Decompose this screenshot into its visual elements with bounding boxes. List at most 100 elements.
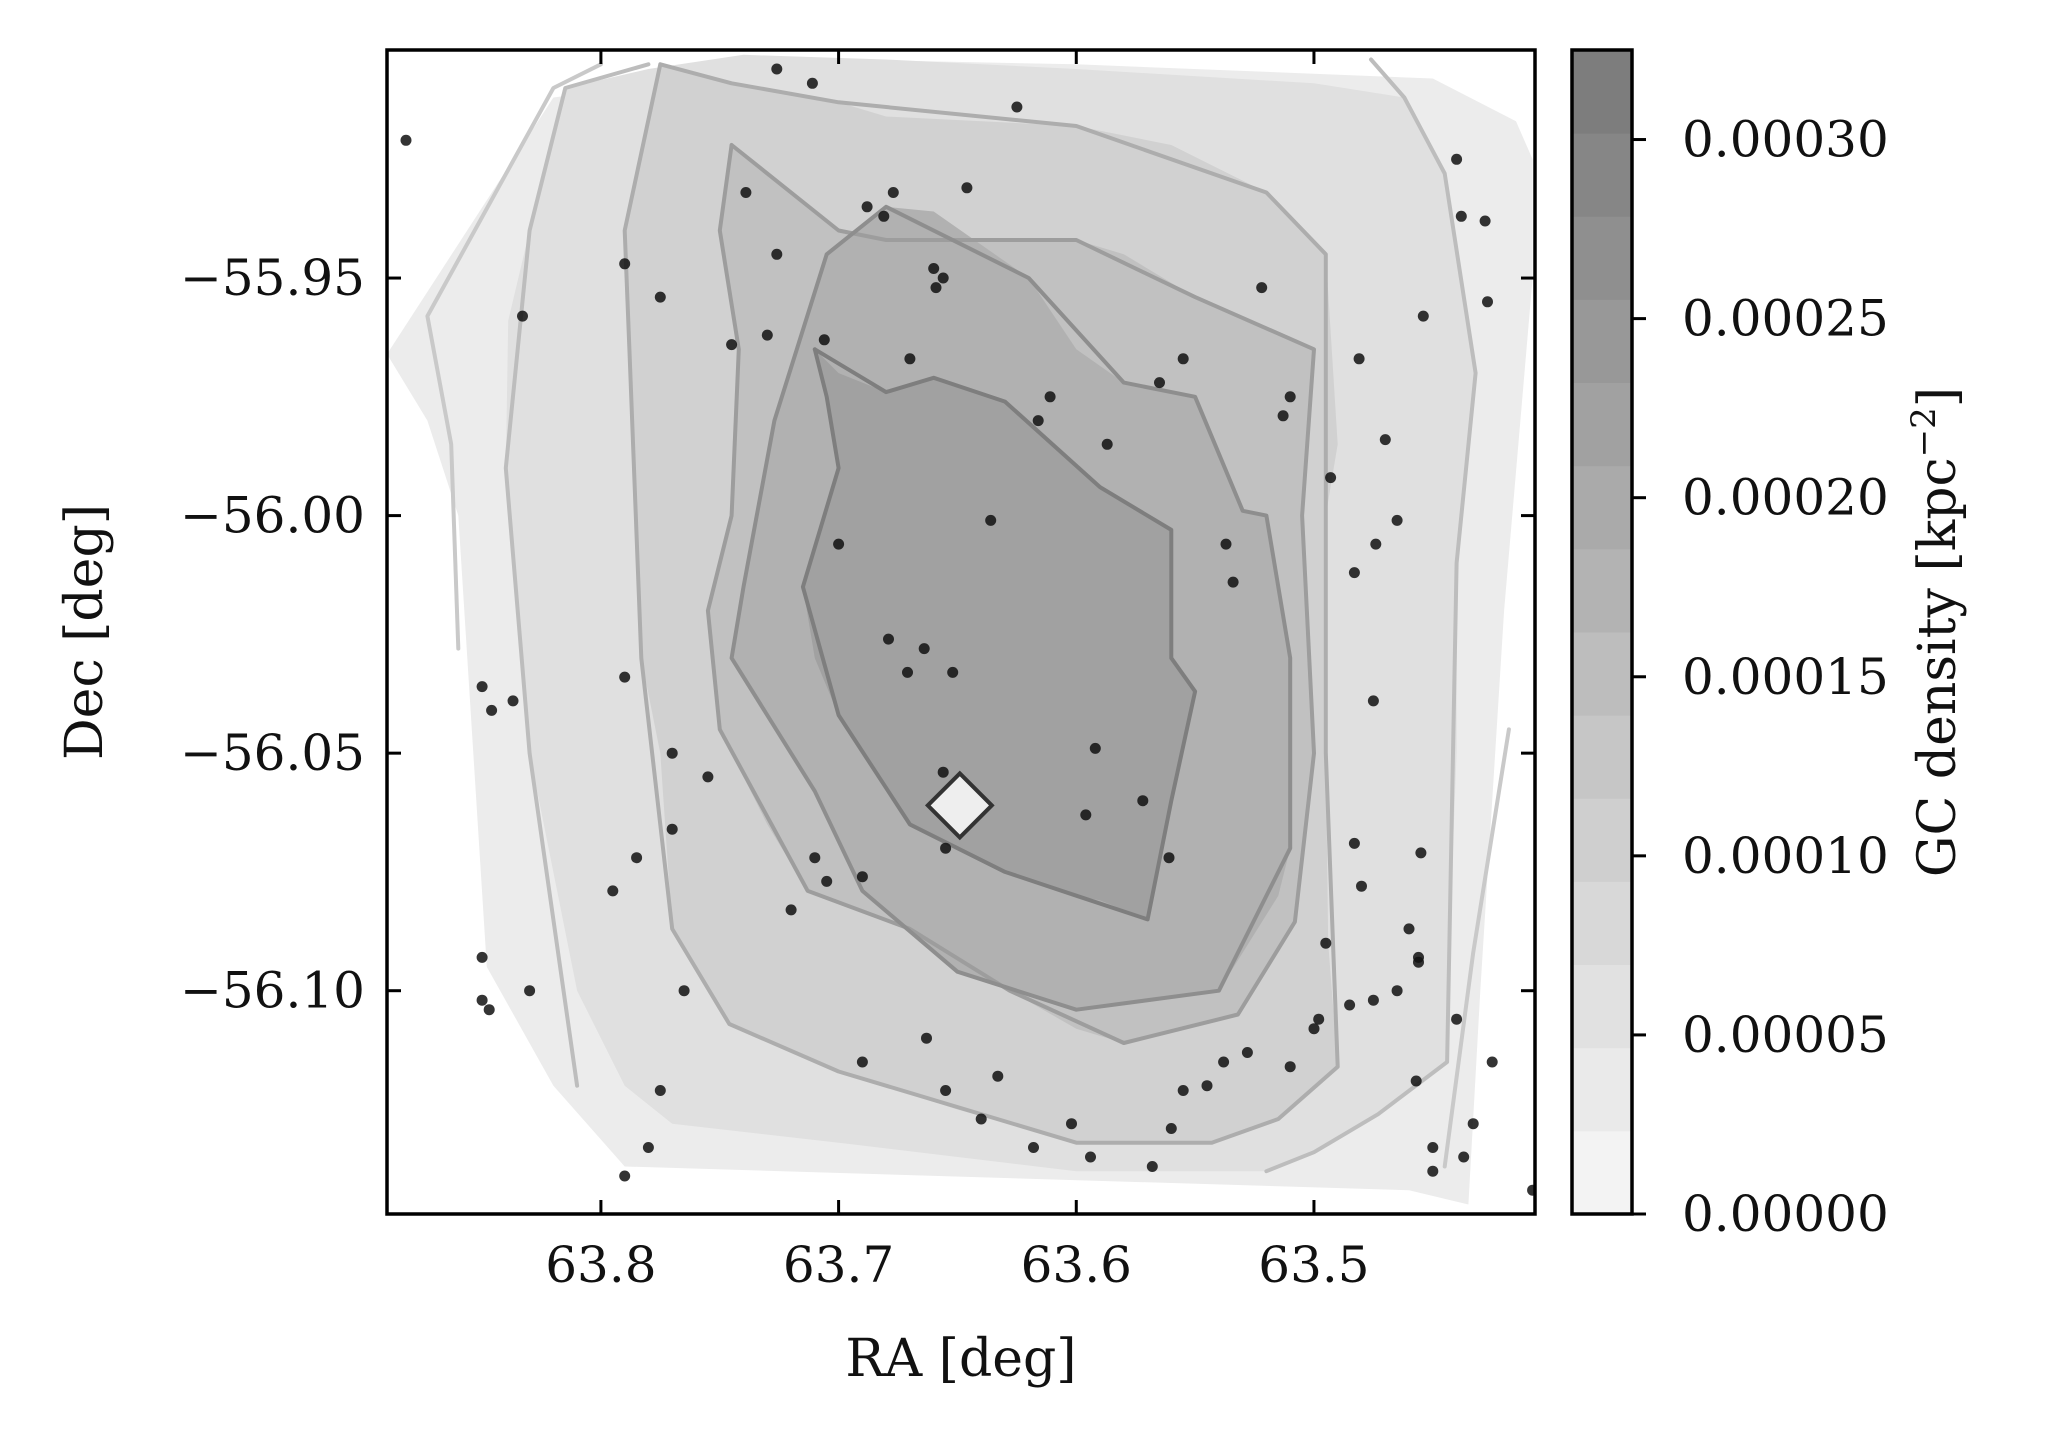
colorbar-tick-label: 0.00010 xyxy=(1682,827,1889,885)
gc-point xyxy=(992,1070,1004,1082)
y-tick-label: −56.10 xyxy=(180,962,365,1020)
gc-point xyxy=(947,666,959,678)
gc-point xyxy=(1344,999,1356,1011)
gc-point xyxy=(771,248,783,260)
gc-point xyxy=(642,1142,654,1153)
gc-point xyxy=(1218,1056,1230,1068)
colorbar-band xyxy=(1572,299,1632,383)
colorbar-tick-label: 0.00025 xyxy=(1682,290,1889,348)
colorbar-band xyxy=(1572,216,1632,300)
gc-point xyxy=(856,871,868,883)
filled-contours xyxy=(387,54,1533,1205)
colorbar-band xyxy=(1572,465,1632,550)
gc-point xyxy=(1455,210,1467,222)
gc-point xyxy=(940,842,952,854)
gc-point xyxy=(1256,282,1268,294)
y-axis-label: Dec [deg] xyxy=(55,504,115,760)
gc-point xyxy=(1458,1151,1470,1163)
gc-point xyxy=(921,1032,932,1044)
gc-point xyxy=(666,823,678,835)
contour-fill-5 xyxy=(802,349,1196,920)
contour-line-5 xyxy=(705,143,1316,1045)
colorbar-tick-label: 0.00030 xyxy=(1682,111,1889,169)
gc-point xyxy=(1177,353,1189,365)
colorbar-band xyxy=(1572,632,1632,716)
gc-point xyxy=(400,134,412,146)
gc-point xyxy=(1146,1161,1158,1172)
gc-point xyxy=(476,951,488,963)
gc-point xyxy=(1308,1023,1320,1035)
gc-point xyxy=(1379,434,1391,446)
colorbar: 0.00000 0.00005 0.00010 0.00015 0.00020 0.000… xyxy=(1570,48,1889,1243)
contour-line-0 xyxy=(425,62,603,651)
gc-point xyxy=(1391,985,1403,997)
gc-point xyxy=(785,904,797,916)
gc-point xyxy=(806,77,818,89)
x-axis-label: RA [deg] xyxy=(845,1329,1076,1389)
gc-point xyxy=(1486,1056,1498,1068)
gc-point xyxy=(1165,1123,1177,1134)
gc-point xyxy=(631,852,643,864)
gc-point xyxy=(818,334,830,346)
gc-point xyxy=(878,210,890,222)
gc-point xyxy=(486,704,498,716)
gc-point xyxy=(517,310,528,322)
gc-point xyxy=(1348,837,1360,849)
x-tick-label: 63.6 xyxy=(1021,1236,1132,1294)
x-tick-label: 63.5 xyxy=(1258,1236,1369,1294)
y-axis: −55.95 −56.00 −56.05 −56.10 xyxy=(180,249,1535,1020)
gc-point xyxy=(1044,391,1056,403)
colorbar-band xyxy=(1572,133,1632,217)
colorbar-tick-label: 0.00015 xyxy=(1682,648,1889,706)
colorbar-label-close: ] xyxy=(1908,387,1968,407)
gc-point xyxy=(1101,438,1113,450)
colorbar-band xyxy=(1572,1130,1632,1215)
gc-point xyxy=(1367,695,1379,707)
colorbar-band xyxy=(1572,964,1632,1049)
gc-point xyxy=(1154,377,1165,389)
gc-point xyxy=(1089,742,1101,754)
gc-point xyxy=(1011,101,1023,113)
gc-point xyxy=(1201,1080,1213,1092)
colorbar-frame xyxy=(1570,48,1634,1216)
gc-point xyxy=(1220,538,1232,550)
colorbar-label-exponent: −2 xyxy=(1904,407,1944,457)
gc-point xyxy=(761,329,773,341)
gc-point xyxy=(975,1113,987,1125)
gc-point xyxy=(1325,472,1337,484)
gc-point xyxy=(1163,852,1175,864)
gc-point xyxy=(1417,310,1429,322)
highlight-layer xyxy=(924,770,995,841)
colorbar-band xyxy=(1572,715,1632,799)
gc-point xyxy=(476,994,488,1006)
gc-point xyxy=(619,671,631,683)
gc-point xyxy=(1403,923,1415,935)
colorbar-band xyxy=(1572,798,1632,882)
gc-point xyxy=(1277,410,1289,422)
gc-point xyxy=(904,353,916,365)
gc-point xyxy=(1313,1013,1325,1025)
highlight-marker xyxy=(924,770,995,841)
gc-point xyxy=(619,1170,631,1182)
gc-point xyxy=(1479,215,1491,227)
gc-point xyxy=(937,272,949,284)
gc-point xyxy=(726,339,738,351)
gc-point xyxy=(654,1085,666,1096)
contour-line-1 xyxy=(1442,727,1511,1169)
colorbar-band xyxy=(1572,50,1632,134)
colorbar-tick-label: 0.00000 xyxy=(1682,1185,1889,1243)
y-tick-label: −56.05 xyxy=(180,724,365,782)
x-tick-label: 63.7 xyxy=(783,1236,894,1294)
gc-point xyxy=(930,282,942,294)
gc-point xyxy=(1028,1142,1039,1153)
scatter-points xyxy=(400,63,1535,1196)
gc-point xyxy=(524,985,536,997)
contour-line-2 xyxy=(503,62,651,1088)
gc-point xyxy=(856,1056,868,1068)
gc-point xyxy=(1241,1047,1253,1058)
gc-point xyxy=(476,681,488,693)
gc-point xyxy=(937,766,949,778)
gc-point xyxy=(1353,353,1365,365)
contour-line-3 xyxy=(1264,57,1478,1174)
